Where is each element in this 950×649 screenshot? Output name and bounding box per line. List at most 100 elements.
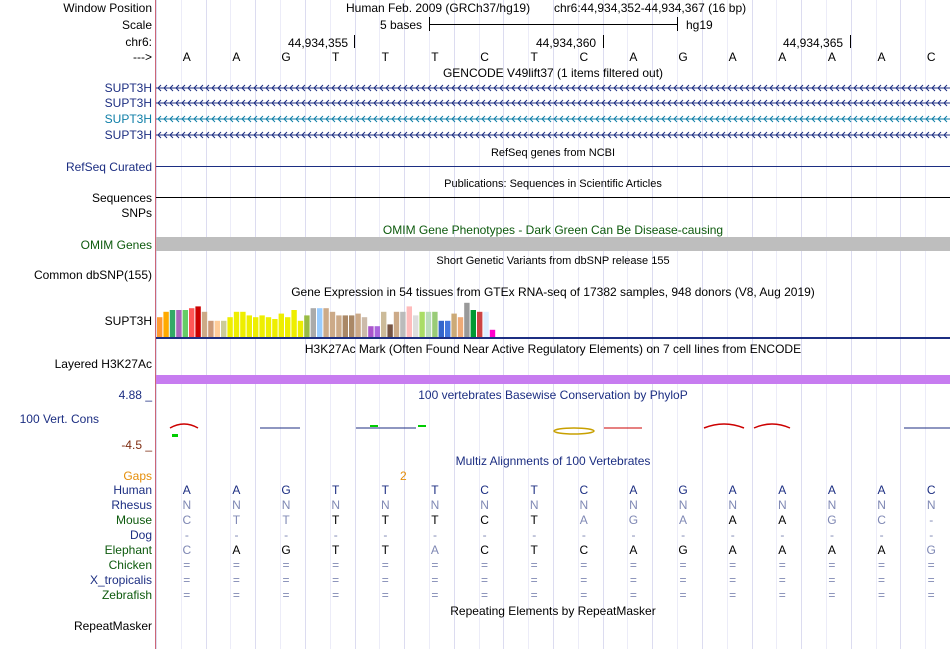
gtex-tissue-bar[interactable] (361, 317, 368, 337)
h3k27ac-track-title: H3K27Ac Mark (Often Found Near Active Re… (304, 342, 802, 356)
gtex-tissue-bar[interactable] (451, 313, 457, 337)
gtex-tissue-bar[interactable] (317, 308, 323, 337)
strand-chevron (703, 99, 708, 107)
species-label-zebrafish[interactable]: Zebrafish (101, 588, 152, 602)
gtex-tissue-bar[interactable] (285, 317, 291, 337)
gtex-tissue-bar[interactable] (182, 310, 188, 337)
refseq-track-title: RefSeq genes from NCBI (490, 147, 616, 159)
omim-gene-bar[interactable] (156, 237, 950, 251)
gtex-tissue-bar[interactable] (304, 315, 310, 337)
strand-chevron (709, 84, 714, 92)
gtex-tissue-bar[interactable] (195, 306, 201, 337)
gtex-tissue-bar[interactable] (419, 311, 425, 337)
gtex-tissue-bar[interactable] (240, 311, 246, 337)
gtex-tissue-bar[interactable] (253, 317, 259, 337)
alignment-base: = (729, 558, 737, 572)
alignment-base: = (629, 588, 637, 602)
gtex-tissue-bar[interactable] (432, 311, 438, 337)
gencode-gene-label-1[interactable]: SUPT3H (104, 81, 152, 95)
phylop-signal[interactable] (156, 415, 950, 445)
species-label-mouse[interactable]: Mouse (115, 513, 152, 527)
gtex-tissue-bar[interactable] (169, 310, 176, 337)
gtex-tissue-bar[interactable] (464, 302, 470, 337)
gtex-tissue-bar[interactable] (221, 320, 227, 337)
species-label-rhesus[interactable]: Rhesus (111, 498, 152, 512)
gtex-tissue-bar[interactable] (163, 311, 169, 337)
alignment-base: C (480, 513, 489, 527)
gtex-tissue-bar[interactable] (265, 317, 272, 337)
gencode-gene-label-3[interactable]: SUPT3H (104, 112, 152, 126)
gencode-gene-label-2[interactable]: SUPT3H (104, 96, 152, 110)
gtex-tissue-bar[interactable] (457, 317, 464, 337)
strand-chevron (511, 99, 516, 107)
gtex-tissue-bar[interactable] (189, 308, 195, 337)
gtex-tissue-bar[interactable] (233, 311, 240, 337)
gtex-tissue-bar[interactable] (445, 320, 451, 337)
strand-chevron (739, 99, 744, 107)
gtex-tissue-bar[interactable] (336, 315, 342, 337)
gtex-tissue-bar[interactable] (387, 324, 393, 337)
gtex-tissue-bar[interactable] (374, 326, 380, 337)
repeatmasker-label[interactable]: RepeatMasker (73, 619, 152, 633)
dbsnp-label[interactable]: Common dbSNP(155) (33, 268, 152, 282)
publications-line[interactable] (156, 197, 950, 198)
species-label-human[interactable]: Human (113, 483, 152, 497)
gtex-tissue-bar[interactable] (349, 315, 355, 337)
gtex-tissue-bar[interactable] (425, 311, 432, 337)
gtex-tissue-bar[interactable] (227, 317, 233, 337)
strand-chevron (547, 115, 552, 123)
species-label-elephant[interactable]: Elephant (104, 543, 152, 557)
alignment-base: = (530, 573, 538, 587)
gtex-gene-label[interactable]: SUPT3H (104, 314, 152, 328)
gencode-gene-models[interactable] (156, 80, 950, 144)
gtex-tissue-bar[interactable] (393, 311, 400, 337)
gtex-tissue-bar[interactable] (278, 313, 284, 337)
gtex-tissue-bar[interactable] (297, 320, 304, 337)
publications-label-snps[interactable]: SNPs (121, 206, 152, 220)
species-label-dog[interactable]: Dog (129, 528, 152, 542)
gtex-tissue-bar[interactable] (342, 315, 348, 337)
gtex-tissue-bar[interactable] (246, 315, 252, 337)
gtex-tissue-bar[interactable] (355, 313, 361, 337)
gtex-tissue-bar[interactable] (201, 311, 208, 337)
h3k27ac-signal-bar[interactable] (156, 375, 950, 384)
strand-chevron (631, 99, 636, 107)
gtex-tissue-bar[interactable] (323, 308, 329, 337)
strand-chevron (853, 115, 858, 123)
gtex-tissue-bar[interactable] (477, 311, 483, 337)
gtex-tissue-bar[interactable] (310, 308, 316, 337)
gtex-tissue-bar[interactable] (438, 320, 444, 337)
refseq-line[interactable] (156, 166, 950, 167)
species-label-x_tropicalis[interactable]: X_tropicalis (89, 573, 152, 587)
tick-label-1: 44,934,355 (288, 36, 349, 50)
strand-chevron (805, 115, 810, 123)
refseq-label[interactable]: RefSeq Curated (65, 160, 152, 174)
gtex-tissue-bar[interactable] (291, 310, 297, 337)
h3k27ac-label[interactable]: Layered H3K27Ac (54, 357, 152, 371)
publications-label-sequences[interactable]: Sequences (91, 191, 152, 205)
gtex-tissue-bar[interactable] (214, 320, 220, 337)
gtex-tissue-bar[interactable] (208, 320, 214, 337)
species-label-chicken[interactable]: Chicken (108, 558, 152, 572)
phylop-label[interactable]: 100 Vert. Cons (19, 412, 99, 426)
strand-chevron (619, 115, 624, 123)
gtex-tissue-bar[interactable] (259, 315, 265, 337)
gtex-tissue-bar[interactable] (413, 315, 419, 337)
gtex-tissue-bar[interactable] (368, 326, 374, 337)
gtex-tissue-bar[interactable] (176, 310, 182, 337)
gtex-tissue-bar[interactable] (470, 310, 476, 337)
gtex-tissue-bar[interactable] (489, 329, 496, 337)
gtex-tissue-bar[interactable] (381, 311, 387, 337)
multiz-alignment[interactable]: Human A A G T T T C T C A G A A A A C Rhesus N N N N N N N N N N N N N… (0, 483, 950, 605)
gtex-tissue-bar[interactable] (483, 311, 489, 337)
gtex-expression-bars[interactable] (156, 300, 950, 340)
gtex-tissue-bar[interactable] (157, 317, 163, 337)
strand-chevron (355, 131, 360, 139)
gtex-tissue-bar[interactable] (406, 306, 412, 337)
scale-bar-left-cap (429, 17, 430, 31)
gtex-tissue-bar[interactable] (329, 311, 336, 337)
omim-label[interactable]: OMIM Genes (80, 238, 152, 252)
gencode-gene-label-4[interactable]: SUPT3H (104, 128, 152, 142)
gtex-tissue-bar[interactable] (400, 311, 406, 337)
gtex-tissue-bar[interactable] (272, 319, 278, 337)
